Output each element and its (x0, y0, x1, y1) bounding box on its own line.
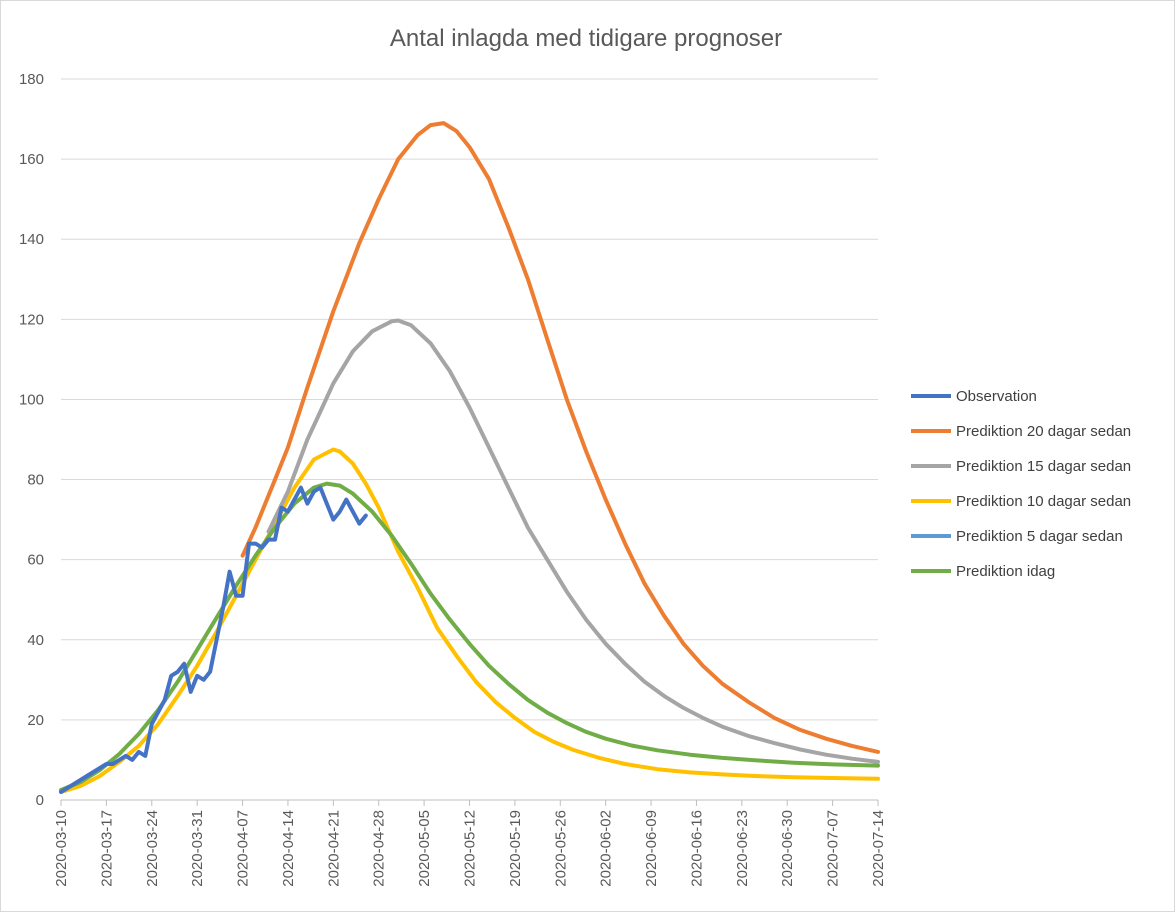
x-tick-label: 2020-06-09 (643, 810, 660, 887)
series-line-prediktion-20-dagar-sedan (240, 121, 880, 754)
legend-entry-label: Prediktion 20 dagar sedan (956, 423, 1131, 440)
x-tick-label: 2020-07-14 (870, 810, 887, 887)
y-tick-label: 100 (19, 391, 44, 408)
legend-entry-label: Prediktion 15 dagar sedan (956, 458, 1131, 475)
y-tick-label: 40 (27, 632, 44, 649)
x-tick-label: 2020-06-02 (598, 810, 615, 887)
axes: 0 20 40 60 80 100 120 140 160 180 2020-03-10 2020-0… (19, 71, 887, 887)
y-tick-label: 140 (19, 231, 44, 248)
x-tick-label: 2020-07-07 (825, 810, 842, 887)
y-tick-label: 120 (19, 311, 44, 328)
legend-entry-label: Prediktion idag (956, 563, 1055, 580)
legend-entry-label: Observation (956, 388, 1037, 405)
y-tick-label: 60 (27, 552, 44, 569)
x-tick-label: 2020-03-31 (189, 810, 206, 887)
x-tick-label: 2020-06-30 (779, 810, 796, 887)
y-tick-label: 0 (36, 792, 44, 809)
series-line-prediktion-15-dagar-sedan (266, 318, 880, 764)
x-tick-label: 2020-04-14 (280, 810, 297, 887)
y-tick-label: 180 (19, 71, 44, 88)
series-lines (59, 121, 880, 794)
y-tick-label: 20 (27, 712, 44, 729)
series-line-observation (59, 485, 368, 794)
y-tick-label: 160 (19, 151, 44, 168)
y-tick-label: 80 (27, 472, 44, 489)
chart-title: Antal inlagda med tidigare prognoser (390, 25, 782, 52)
gridlines (61, 78, 878, 721)
x-tick-label: 2020-05-26 (552, 810, 569, 887)
x-tick-label: 2020-04-21 (325, 810, 342, 887)
legend-entry-label: Prediktion 5 dagar sedan (956, 528, 1123, 545)
legend-entry-label: Prediktion 10 dagar sedan (956, 493, 1131, 510)
x-tick-label: 2020-05-12 (462, 810, 479, 887)
x-tick-label: 2020-03-24 (144, 810, 161, 887)
x-tick-label: 2020-06-16 (688, 810, 705, 887)
x-tick-label: 2020-05-19 (507, 810, 524, 887)
x-tick-label: 2020-04-28 (371, 810, 388, 887)
x-tick-label: 2020-05-05 (416, 810, 433, 887)
x-tick-label: 2020-04-07 (235, 810, 252, 887)
x-tick-label: 2020-03-10 (53, 810, 70, 887)
series-line-prediktion-idag (59, 481, 880, 792)
legend: Observation Prediktion 20 dagar sedan Pred… (911, 388, 1131, 580)
x-tick-label: 2020-03-17 (98, 810, 115, 887)
x-tick-label: 2020-06-23 (734, 810, 751, 887)
series-line-prediktion-10-dagar-sedan (59, 447, 880, 794)
